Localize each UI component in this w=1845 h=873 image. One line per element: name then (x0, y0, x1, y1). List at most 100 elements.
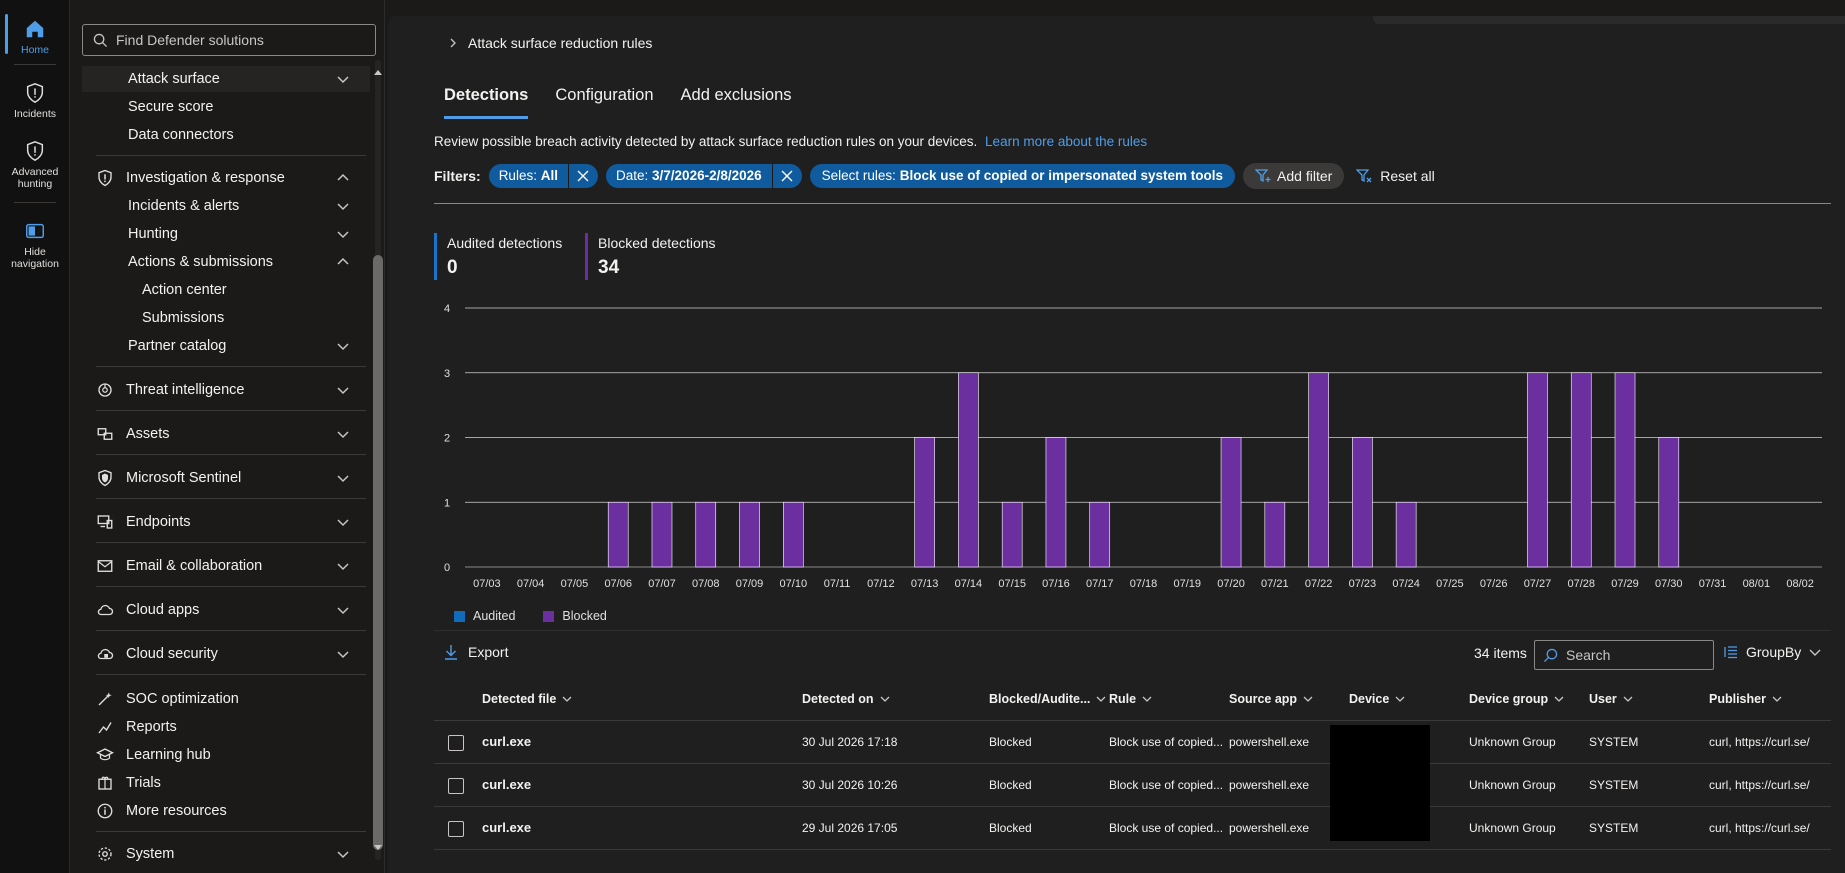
nav-item-endpoints[interactable]: Endpoints (96, 510, 350, 534)
nav-item-label: More resources (126, 803, 227, 819)
nav-item-data-connectors[interactable]: Data connectors (128, 123, 234, 147)
nav-item-assets[interactable]: Assets (96, 422, 350, 446)
nav-item-email-collaboration[interactable]: Email & collaboration (96, 554, 350, 578)
table-search-input[interactable] (1566, 647, 1706, 663)
column-header-publisher[interactable]: Publisher (1709, 692, 1782, 706)
nav-item-attack-surface[interactable]: Attack surface (128, 67, 350, 91)
nav-item-secure-score[interactable]: Secure score (128, 95, 213, 119)
bar-blocked[interactable] (1308, 372, 1329, 568)
add-filter-label: Add filter (1277, 168, 1333, 184)
legend-item-blocked[interactable]: Blocked (543, 609, 607, 623)
learn-more-link[interactable]: Learn more about the rules (985, 134, 1148, 149)
bar-blocked[interactable] (1658, 437, 1680, 568)
cell-detected-file[interactable]: curl.exe (482, 734, 532, 749)
bar-blocked[interactable] (1395, 501, 1417, 568)
nav-item-investigation-response[interactable]: Investigation & response (96, 166, 350, 190)
cell-detected-on: 30 Jul 2026 17:18 (802, 735, 898, 749)
nav-item-submissions[interactable]: Submissions (142, 306, 224, 330)
nav-item-cloud-security[interactable]: Cloud security (96, 642, 350, 666)
rail-divider (14, 64, 56, 65)
column-header-user[interactable]: User (1589, 692, 1633, 706)
filter-pill-date[interactable]: Date: 3/7/2026-2/8/2026 (605, 164, 802, 188)
cell-detected-file[interactable]: curl.exe (482, 777, 532, 792)
x-tick-label: 07/23 (1349, 578, 1377, 590)
remove-filter-button[interactable] (567, 164, 598, 188)
filter-pill-select-rules[interactable]: Select rules: Block use of copied or imp… (809, 164, 1236, 188)
bar-blocked[interactable] (1089, 501, 1111, 568)
row-checkbox[interactable] (448, 778, 464, 794)
bar-blocked[interactable] (958, 372, 979, 568)
reset-all-button[interactable]: Reset all (1352, 163, 1438, 189)
tab-configuration[interactable]: Configuration (555, 86, 654, 104)
filter-pill-rules[interactable]: Rules: All (488, 164, 598, 188)
filter-value: Block use of copied or impersonated syst… (899, 168, 1224, 183)
nav-item-action-center[interactable]: Action center (142, 278, 227, 302)
nav-item-partner-catalog[interactable]: Partner catalog (128, 334, 350, 358)
column-header-label: Detected file (482, 692, 557, 706)
bar-blocked[interactable] (695, 501, 717, 568)
bar-blocked[interactable] (1614, 372, 1636, 568)
bar-blocked[interactable] (1527, 372, 1548, 568)
nav-search-box[interactable] (82, 24, 376, 56)
table-row[interactable]: curl.exe 29 Jul 2026 17:05 Blocked Block… (434, 806, 1831, 849)
filter-key: Select rules: (821, 168, 896, 183)
nav-item-trials[interactable]: Trials (96, 771, 161, 795)
column-header-device-group[interactable]: Device group (1469, 692, 1564, 706)
cell-status: Blocked (989, 735, 1032, 749)
table-row[interactable]: curl.exe 30 Jul 2026 17:18 Blocked Block… (434, 720, 1831, 763)
nav-item-threat-intelligence[interactable]: Threat intelligence (96, 378, 350, 402)
row-checkbox[interactable] (448, 735, 464, 751)
bar-blocked[interactable] (783, 501, 804, 568)
breadcrumb-item[interactable]: Attack surface reduction rules (468, 35, 653, 51)
column-header-detected-file[interactable]: Detected file (482, 692, 572, 706)
scroll-down-icon[interactable] (373, 844, 383, 852)
nav-item-soc-optimization[interactable]: SOC optimization (96, 687, 239, 711)
legend-item-audited[interactable]: Audited (454, 609, 515, 623)
remove-filter-button[interactable] (771, 164, 802, 188)
nav-scrollbar-thumb[interactable] (373, 255, 383, 850)
bar-blocked[interactable] (1352, 437, 1373, 568)
export-button[interactable]: Export (444, 644, 508, 660)
nav-item-microsoft-sentinel[interactable]: Microsoft Sentinel (96, 466, 350, 490)
bar-blocked[interactable] (1220, 437, 1242, 568)
bar-blocked[interactable] (1045, 437, 1067, 568)
nav-item-cloud-apps[interactable]: Cloud apps (96, 598, 350, 622)
nav-item-learning-hub[interactable]: Learning hub (96, 743, 211, 767)
nav-item-incidents-alerts[interactable]: Incidents & alerts (128, 194, 350, 218)
scroll-up-icon[interactable] (373, 68, 383, 76)
column-header-label: Device group (1469, 692, 1549, 706)
table-row[interactable]: curl.exe 30 Jul 2026 10:26 Blocked Block… (434, 763, 1831, 806)
column-header-device[interactable]: Device (1349, 692, 1405, 706)
rail-item-incidents[interactable]: Incidents (0, 82, 70, 120)
nav-scrollbar[interactable] (370, 60, 385, 860)
nav-search-input[interactable] (116, 32, 356, 48)
cell-detected-file[interactable]: curl.exe (482, 820, 532, 835)
nav-item-label: Actions & submissions (128, 254, 274, 270)
nav-item-system[interactable]: System (96, 842, 350, 866)
rail-item-hide-navigation[interactable]: Hide navigation (0, 220, 70, 270)
tab-add-exclusions[interactable]: Add exclusions (680, 86, 792, 104)
row-checkbox[interactable] (448, 821, 464, 837)
bar-blocked[interactable] (1570, 372, 1592, 568)
add-filter-button[interactable]: Add filter (1243, 163, 1345, 189)
bar-blocked[interactable] (1264, 501, 1286, 568)
nav-item-actions-submissions[interactable]: Actions & submissions (128, 250, 350, 274)
tab-detections[interactable]: Detections (444, 86, 529, 119)
bar-blocked[interactable] (914, 437, 935, 568)
tab-bar: Detections Configuration Add exclusions (444, 86, 819, 119)
bar-blocked[interactable] (739, 501, 760, 568)
rail-item-advanced-hunting[interactable]: Advanced hunting (0, 140, 70, 190)
bar-blocked[interactable] (1001, 501, 1023, 568)
table-search-box[interactable] (1534, 640, 1714, 670)
groupby-button[interactable]: GroupBy (1724, 644, 1821, 660)
column-header-rule[interactable]: Rule (1109, 692, 1152, 706)
nav-item-more-resources[interactable]: More resources (96, 799, 227, 823)
bar-blocked[interactable] (651, 501, 673, 568)
column-header-blocked-audited[interactable]: Blocked/Audite... (989, 692, 1106, 706)
column-header-detected-on[interactable]: Detected on (802, 692, 890, 706)
nav-item-hunting[interactable]: Hunting (128, 222, 350, 246)
rail-item-home[interactable]: Home (0, 18, 70, 56)
nav-item-reports[interactable]: Reports (96, 715, 177, 739)
column-header-source-app[interactable]: Source app (1229, 692, 1313, 706)
bar-blocked[interactable] (607, 501, 629, 568)
